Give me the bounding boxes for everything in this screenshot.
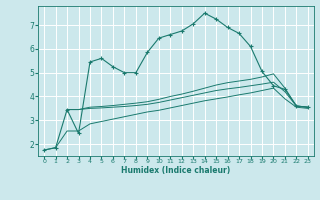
X-axis label: Humidex (Indice chaleur): Humidex (Indice chaleur): [121, 166, 231, 175]
